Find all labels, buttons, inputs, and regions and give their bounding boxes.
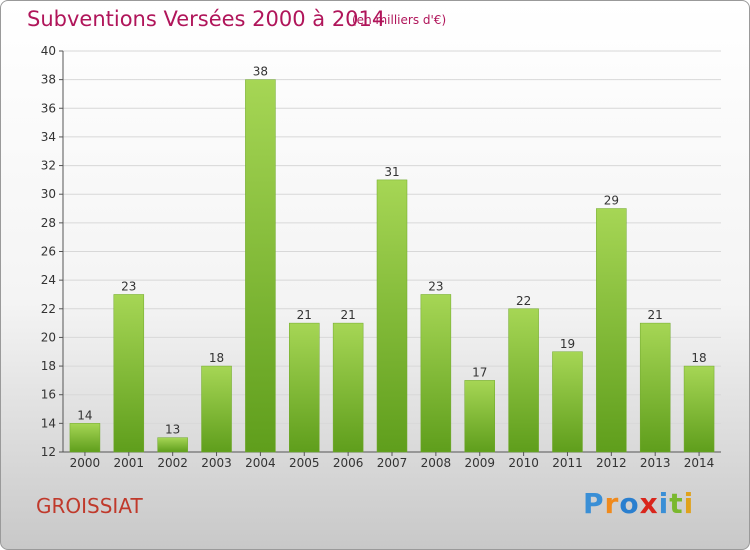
y-tick-label: 28: [41, 216, 56, 230]
y-tick-label: 32: [41, 159, 56, 173]
x-tick-label-2002: 2002: [157, 456, 188, 470]
data-label-2005: 21: [297, 308, 312, 322]
bar-2008[interactable]: [420, 294, 452, 453]
data-label-2011: 19: [560, 337, 575, 351]
x-tick-label-2013: 2013: [640, 456, 671, 470]
logo-letter: x: [639, 487, 659, 520]
y-tick-label: 26: [41, 245, 56, 259]
y-tick-label: 22: [41, 302, 56, 316]
x-tick-label-2014: 2014: [684, 456, 715, 470]
y-tick-label: 16: [41, 388, 56, 402]
y-tick-label: 34: [41, 130, 56, 144]
x-tick-label-2001: 2001: [114, 456, 145, 470]
y-tick-label: 14: [41, 416, 56, 430]
data-label-2002: 13: [165, 423, 180, 437]
data-label-2000: 14: [77, 408, 92, 422]
unit-note: (en milliers d'€): [352, 13, 447, 27]
proxiti-logo[interactable]: Proxiti: [583, 487, 694, 520]
x-tick-label-2003: 2003: [201, 456, 232, 470]
y-tick-label: 18: [41, 359, 56, 373]
data-label-2012: 29: [604, 194, 619, 208]
x-tick-label-2008: 2008: [421, 456, 452, 470]
x-tick-label-2004: 2004: [245, 456, 276, 470]
data-label-2010: 22: [516, 294, 531, 308]
data-label-2001: 23: [121, 279, 136, 293]
bar-2013[interactable]: [639, 322, 671, 453]
x-tick-label-2006: 2006: [333, 456, 364, 470]
data-label-2009: 17: [472, 365, 487, 379]
bar-2010[interactable]: [508, 308, 539, 453]
y-tick-label: 30: [41, 187, 56, 201]
data-label-2014: 18: [691, 351, 706, 365]
bar-2005[interactable]: [289, 322, 320, 453]
logo-letter: o: [619, 487, 640, 520]
logo-letter: t: [669, 487, 684, 520]
chart-title: Subventions Versées 2000 à 2014: [27, 7, 386, 31]
x-tick-label-2007: 2007: [377, 456, 408, 470]
data-label-2003: 18: [209, 351, 224, 365]
y-tick-label: 40: [41, 44, 56, 58]
x-tick-label-2009: 2009: [464, 456, 495, 470]
y-tick-labels: 12 14 16 18 20 22 24 26 28 30 32 34 36 38 40: [41, 44, 56, 459]
y-tick-label: 20: [41, 330, 56, 344]
bar-2012[interactable]: [596, 208, 627, 453]
data-label-2004: 38: [253, 65, 268, 79]
bar-2003[interactable]: [201, 365, 232, 453]
data-label-2008: 23: [428, 279, 443, 293]
data-label-2007: 31: [384, 165, 399, 179]
x-tick-label-2005: 2005: [289, 456, 320, 470]
x-tick-labels: 2000 2001 2002 2003 2004 2005 2006 2007 2008 2009…: [70, 452, 715, 470]
bars: [69, 79, 715, 453]
logo-letter: i: [683, 487, 695, 520]
y-tick-label: 36: [41, 101, 56, 115]
bar-2000[interactable]: [69, 423, 101, 453]
bar-2002[interactable]: [157, 437, 188, 453]
data-label-2006: 21: [340, 308, 355, 322]
x-tick-label-2010: 2010: [508, 456, 539, 470]
bar-2011[interactable]: [552, 351, 583, 453]
x-tick-label-2011: 2011: [552, 456, 583, 470]
commune-name: GROISSIAT: [36, 494, 143, 518]
y-tick-label: 12: [41, 445, 56, 459]
bar-2014[interactable]: [683, 365, 715, 453]
bar-2007[interactable]: [376, 179, 408, 453]
y-tick-label: 24: [41, 273, 56, 287]
bar-2001[interactable]: [113, 294, 145, 453]
logo-letter: r: [604, 487, 620, 520]
y-tick-label: 38: [41, 73, 56, 87]
logo-letter: i: [658, 487, 670, 520]
x-tick-label-2012: 2012: [596, 456, 627, 470]
x-tick-label-2000: 2000: [70, 456, 101, 470]
bar-2004[interactable]: [245, 79, 276, 453]
bar-2009[interactable]: [464, 380, 495, 453]
bar-2006[interactable]: [332, 322, 364, 453]
logo-letter: P: [583, 487, 605, 520]
data-labels: 14 23 13 18 38 21 21 31 23 17 22 19 29 21 18: [77, 65, 706, 437]
data-label-2013: 21: [648, 308, 663, 322]
